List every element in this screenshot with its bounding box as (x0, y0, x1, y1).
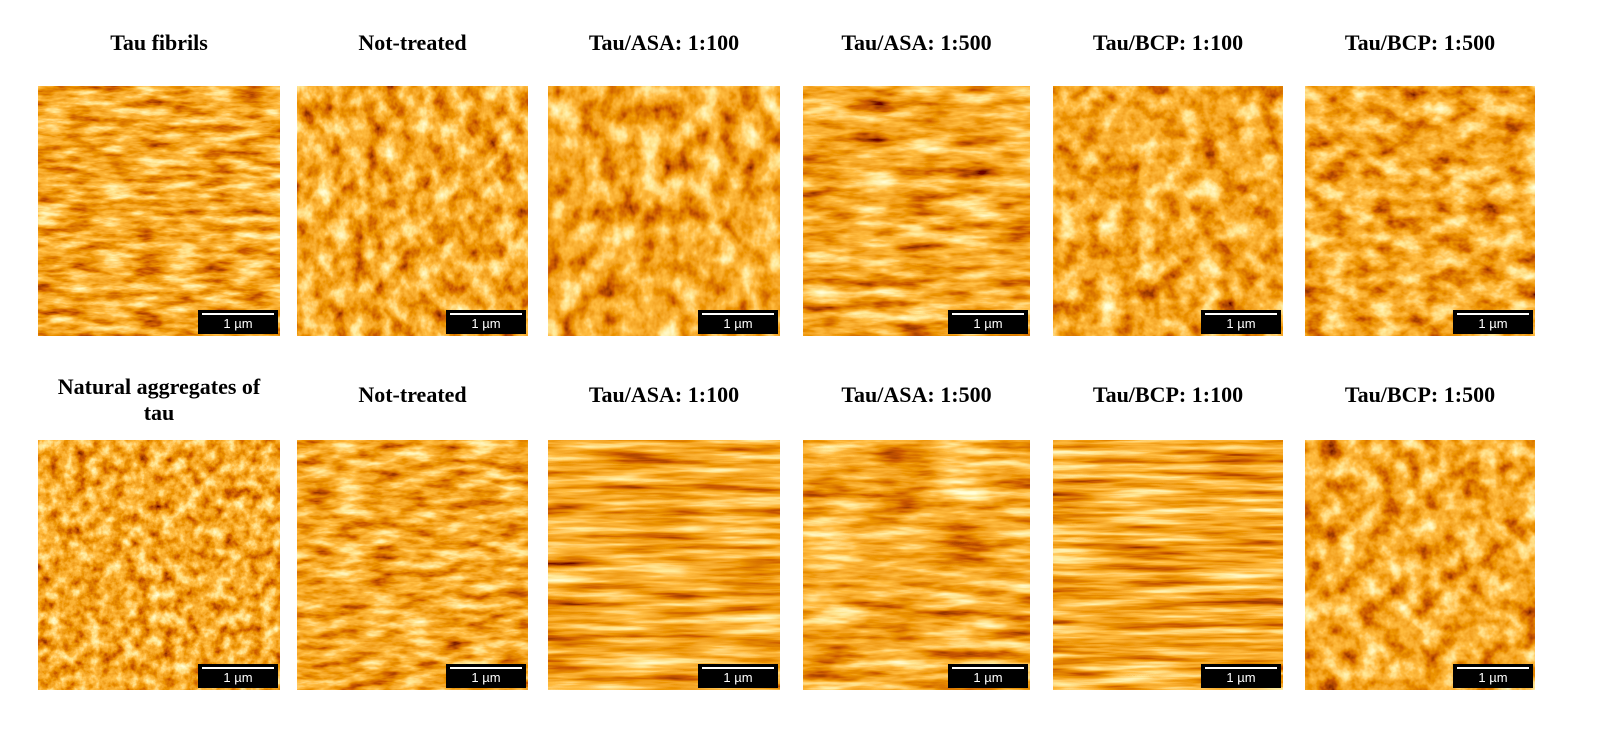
afm-image (803, 86, 1030, 336)
scale-label: 1 µm (223, 670, 252, 685)
panel-title: Natural aggregates of tau (58, 374, 261, 425)
panel-title: Tau/BCP: 1:500 (1345, 30, 1495, 55)
panel-title: Tau/ASA: 1:100 (589, 382, 739, 407)
afm-image (1053, 86, 1283, 336)
scale-label: 1 µm (1226, 670, 1255, 685)
afm-image (1305, 440, 1535, 690)
afm-image (548, 86, 780, 336)
afm-image (548, 440, 780, 690)
scale-label: 1 µm (973, 316, 1002, 331)
scale-label: 1 µm (723, 316, 752, 331)
scale-label: 1 µm (223, 316, 252, 331)
scale-label: 1 µm (973, 670, 1002, 685)
panel-title: Not-treated (358, 30, 466, 55)
panel-title: Tau/BCP: 1:100 (1093, 382, 1243, 407)
afm-image (1305, 86, 1535, 336)
panel-title: Tau/ASA: 1:500 (841, 382, 991, 407)
panel-title: Tau/ASA: 1:100 (589, 30, 739, 55)
afm-image (1053, 440, 1283, 690)
scale-label: 1 µm (471, 316, 500, 331)
afm-image (38, 86, 280, 336)
scale-label: 1 µm (723, 670, 752, 685)
afm-image (297, 440, 528, 690)
panel-title: Tau fibrils (110, 30, 208, 55)
panel-title: Tau/BCP: 1:500 (1345, 382, 1495, 407)
scale-label: 1 µm (1226, 316, 1255, 331)
scale-label: 1 µm (1478, 670, 1507, 685)
afm-image (297, 86, 528, 336)
scale-label: 1 µm (471, 670, 500, 685)
afm-image (38, 440, 280, 690)
scale-label: 1 µm (1478, 316, 1507, 331)
panel-title: Tau/BCP: 1:100 (1093, 30, 1243, 55)
afm-image (803, 440, 1030, 690)
panel-title: Not-treated (358, 382, 466, 407)
panel-title: Tau/ASA: 1:500 (841, 30, 991, 55)
